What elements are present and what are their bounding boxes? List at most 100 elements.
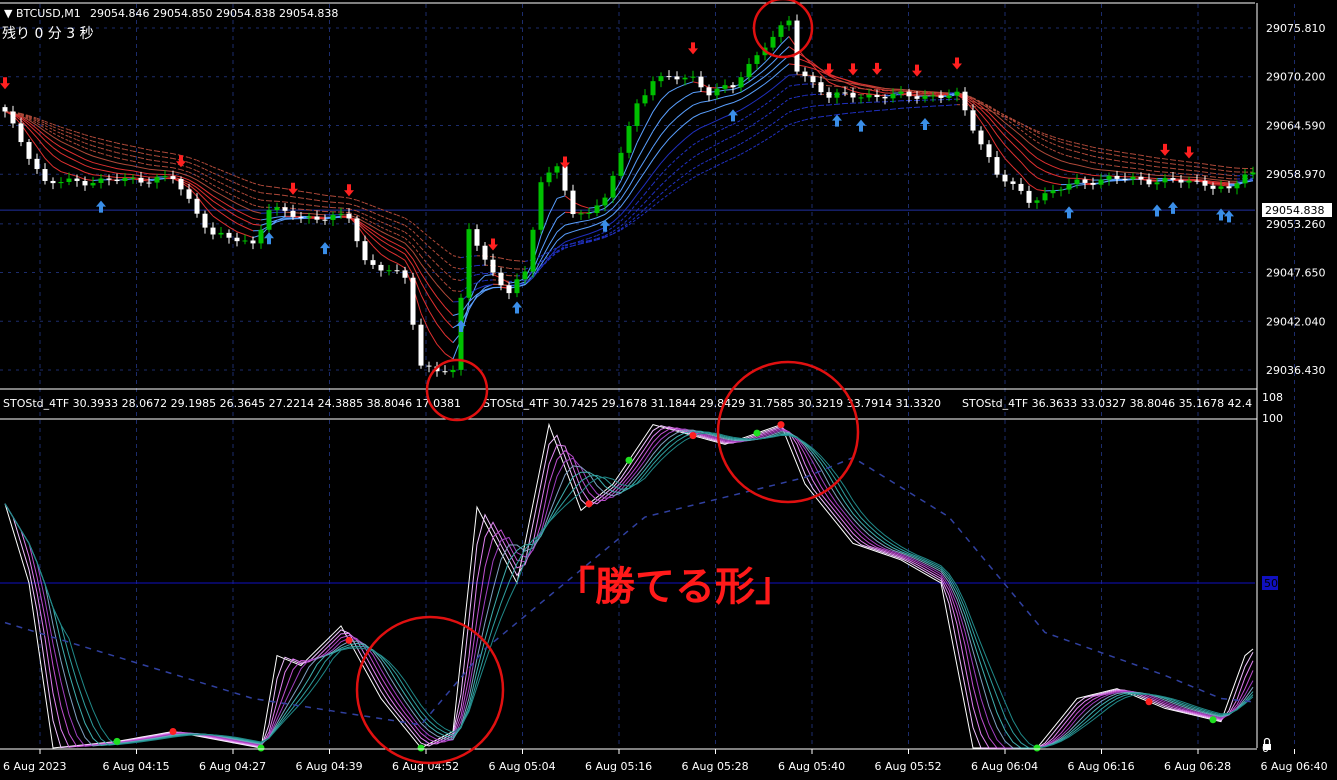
moving-average-segment [588,217,598,221]
moving-average-segment [364,208,374,213]
indicator-label-3: STOStd_4TF 36.3633 33.0327 38.8046 35.16… [962,397,1252,410]
moving-average-segment [628,194,638,206]
moving-average-segment [1100,163,1110,166]
sell-arrow-icon [176,155,186,168]
moving-average-segment [700,148,710,154]
moving-average-segment [1076,177,1086,180]
lock-icon[interactable] [1263,737,1271,751]
cross-down-dot [345,636,353,644]
moving-average-segment [236,183,246,188]
moving-average-segment [780,74,790,82]
moving-average-segment [188,167,198,172]
moving-average-segment [76,131,86,136]
symbol-label[interactable]: ▼ BTCUSD,M1 [4,7,81,20]
moving-average-segment [372,222,382,228]
moving-average-segment [228,198,238,205]
moving-average-segment [1132,162,1142,165]
moving-average-segment [364,224,374,232]
sell-arrow-icon [1184,146,1194,159]
moving-average-segment [652,162,662,174]
moving-average-segment [644,200,654,210]
moving-average-segment [388,244,398,250]
moving-average-segment [684,92,694,98]
moving-average-segment [84,138,94,142]
bear-candle [994,157,1000,175]
moving-average-segment [1196,174,1206,177]
cross-dots [113,421,1217,752]
moving-average-segment [692,173,702,179]
moving-average-segment [372,245,382,255]
moving-average-segment [644,173,654,185]
moving-average-segment [276,200,286,203]
bear-candle [1178,179,1184,183]
cross-up-dot [1033,744,1041,752]
ohlc-values: 29054.846 29054.850 29054.838 29054.838 [90,7,338,20]
candles [2,14,1256,378]
moving-average-segment [100,175,110,177]
moving-average-segment [1028,151,1038,159]
moving-average-segment [844,81,854,85]
moving-average-segment [28,115,38,119]
moving-average-segment [36,128,46,137]
moving-average-segment [164,170,174,173]
moving-average-segment [572,243,582,247]
moving-average-segment [612,189,622,202]
moving-average-segment [748,88,758,95]
moving-average-segment [988,108,998,117]
moving-average-segment [660,165,670,175]
moving-average-segment [164,156,174,159]
moving-average-segment [548,218,558,234]
moving-average-segment [444,271,454,280]
moving-average-segment [1060,146,1070,151]
moving-average-segment [500,266,510,269]
moving-average-segment [660,153,670,164]
bull-candle [898,91,904,94]
moving-average-segment [1140,154,1150,158]
moving-average-segment [1212,184,1222,186]
bull-candle [1186,180,1192,183]
moving-average-segment [756,93,766,101]
moving-average-segment [604,200,614,209]
moving-average-segment [348,208,358,212]
moving-average-segment [412,245,422,257]
moving-average-segment [564,238,574,243]
moving-average-segment [420,272,430,286]
moving-average-segment [28,135,38,148]
moving-average-segment [628,142,638,163]
moving-average-segment [348,197,358,201]
moving-average-segment [1156,161,1166,164]
moving-average-segment [28,122,38,130]
moving-average-segment [732,131,742,137]
moving-average-segment [844,87,854,92]
moving-average-segment [668,188,678,195]
price-axis-label: 29064.590 [1266,119,1326,132]
moving-average-segment [188,175,198,181]
moving-average-segment [844,112,854,115]
moving-average-segment [1012,143,1022,153]
moving-average-segment [1132,157,1142,160]
moving-average-segment [1220,169,1230,172]
moving-average-segment [852,83,862,86]
moving-average-segment [620,186,630,200]
moving-average-segment [380,245,390,252]
moving-average-segment [756,75,766,83]
moving-average-segment [540,244,550,260]
moving-average-segment [1100,169,1110,171]
bear-candle [146,182,152,184]
moving-average-segment [572,221,582,224]
moving-average-segment [876,90,886,94]
moving-average-segment [692,127,702,133]
moving-average-segment [308,192,318,195]
moving-average-segment [1148,177,1158,180]
moving-average-segment [548,252,558,260]
moving-average-segment [116,152,126,155]
moving-average-segment [252,182,262,186]
moving-average-segment [1020,123,1030,128]
buy-arrow-icon [264,232,274,245]
moving-average-segment [436,274,446,284]
moving-average-segment [140,175,150,178]
bull-candle [930,95,936,97]
moving-average-segment [508,259,518,262]
moving-average-segment [1108,149,1118,153]
